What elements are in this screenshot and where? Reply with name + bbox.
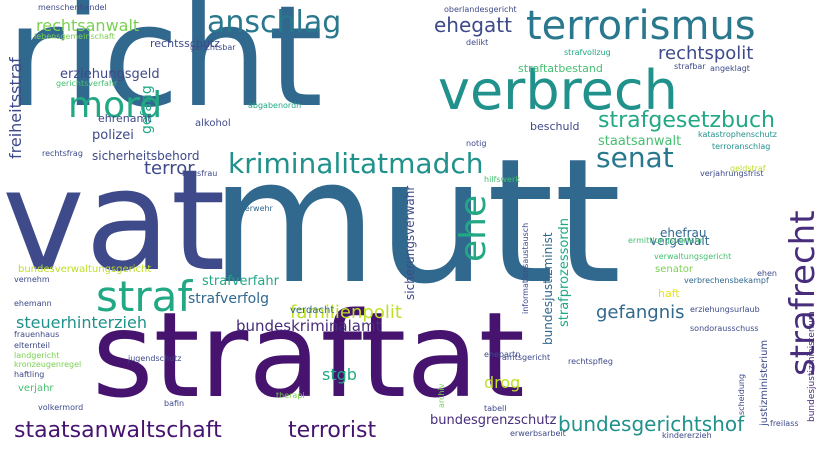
word-beschuld: beschuld [530, 120, 580, 133]
word-steuerhinterzieh: steuerhinterzieh [16, 313, 147, 332]
word-verjahrungsfrist: verjahrungsfrist [700, 169, 764, 178]
word-menschenhandel: menschenhandel [38, 3, 107, 12]
word-erwerbsarbeit: erwerbsarbeit [510, 429, 566, 438]
word-strafgesetzbuch: strafgesetzbuch [598, 108, 775, 133]
word-hilfswerk: hilfswerk [484, 175, 520, 184]
word-verbrech: verbrech [438, 59, 678, 122]
word-staatsanwalt: staatsanwalt [598, 134, 682, 149]
word-delikt: delikt [466, 38, 489, 47]
word-staatsanwaltschaft: staatsanwaltschaft [14, 418, 222, 443]
word-katastrophenschutz: katastrophenschutz [698, 130, 777, 139]
word-polizei: polizei [92, 128, 134, 143]
word-verdacht: verdacht [290, 305, 335, 316]
word-volkermord: volkermord [38, 403, 84, 412]
word-stgb: stgb [322, 365, 357, 384]
word-strafvollzug: strafvollzug [564, 48, 611, 57]
word-sondorausschuss: sondorausschuss [690, 324, 759, 333]
word-feuerwehr: feuerwehr [232, 204, 273, 213]
word-senat: senat [596, 141, 674, 174]
word-erziehungsgeld: erziehungsgeld [60, 67, 160, 82]
word-sicherungsverwahr: sicherungsverwahr [403, 185, 417, 300]
word-straftat: straftat [92, 286, 525, 424]
word-ehen: ehen [757, 269, 777, 278]
word-sicherheitsbehord: sicherheitsbehord [92, 149, 200, 163]
word-haft: haft [658, 287, 680, 300]
word-mord: mord [68, 85, 163, 126]
word-straftatbestand: straftatbestand [518, 62, 603, 75]
word-ehegatt: ehegatt [434, 13, 512, 37]
word-verbrechensbekampf: verbrechensbekampf [684, 276, 769, 285]
word-erziehungsurlaub: erziehungsurlaub [690, 305, 760, 314]
word-tabell: tabell [484, 404, 507, 413]
word-terrorismus: terrorismus [526, 3, 756, 49]
word-jugendschutz: jugendschutz [128, 354, 182, 363]
word-strafprozessordn: strafprozessordn [557, 218, 572, 327]
word-archiv: archiv [437, 383, 446, 408]
word-ehe: ehe [453, 194, 494, 262]
word-strafbar: strafbar [674, 62, 706, 71]
word-amtsgericht: amtsgericht [502, 353, 551, 362]
word-rechtspfleg: rechtspfleg [568, 357, 613, 366]
word-justizministerium: justizministerium [759, 339, 770, 426]
word-rechtsschutz: rechtsschutz [150, 37, 220, 50]
word-oberlandesgericht: oberlandesgericht [444, 5, 517, 14]
word-strafverfahr: strafverfahr [202, 274, 279, 289]
word-ehemann: ehemann [14, 299, 52, 308]
word-hausfrau: hausfrau [182, 169, 218, 178]
word-informationsaustausch: informationsaustausch [521, 222, 530, 314]
word-gefang: gefang [139, 85, 155, 134]
word-landgericht: landgericht [14, 351, 60, 360]
word-notig: notig [466, 139, 487, 148]
word-anschlag: anschlag [207, 5, 342, 40]
word-verwaltungsgericht: verwaltungsgericht [654, 252, 732, 261]
word-terroranschlag: terroranschlag [712, 142, 771, 151]
word-ehepartn: ehepartn [484, 350, 521, 359]
word-angeklagt: angeklagt [710, 64, 750, 73]
word-frauenhaus: frauenhaus [14, 330, 60, 339]
word-vernehm: vernehm [14, 275, 50, 284]
word-haftling: haftling [14, 370, 45, 379]
word-verjahr: verjahr [18, 383, 54, 394]
word-freiheitsstraf: freiheitsstraf [6, 57, 25, 159]
word-bundesgrenzschutz: bundesgrenzschutz [430, 413, 557, 428]
word-strafverfolg: strafverfolg [188, 291, 269, 307]
word-straf: straf [96, 272, 193, 321]
word-geldstraf: geldstraf [730, 164, 766, 173]
word-senator: senator [655, 264, 693, 275]
word-gerichtsbar: gerichtsbar [190, 43, 236, 52]
word-rechtsfrag: rechtsfrag [42, 149, 83, 158]
word-gefangnis: gefangnis [596, 302, 685, 323]
word-elternteil: elternteil [14, 341, 50, 350]
word-vergewalt: vergewalt [650, 234, 710, 248]
word-terrorist: terrorist [288, 418, 377, 443]
word-terror: terror [144, 158, 195, 179]
word-ermittlungsverfahr: ermittlungsverfahr [628, 236, 703, 245]
word-richt: richt [6, 0, 324, 139]
word-bundesjustizminist: bundesjustizminist [541, 232, 555, 345]
word-kriminalitatmadch: kriminalitatmadch [228, 147, 484, 180]
word-kronzeugenregel: kronzeugenregel [14, 360, 82, 369]
word-ehrenamt: ehrenamt [98, 112, 152, 125]
word-kindererzieh: kindererzieh [662, 431, 712, 440]
word-rechtsanwalt: rechtsanwalt [36, 16, 140, 35]
word-familienpolit: familienpolit [290, 302, 402, 323]
word-alkohol: alkohol [195, 118, 231, 129]
word-vat: vat [2, 140, 226, 303]
word-bundesgerichtshof: bundesgerichtshof [558, 412, 745, 436]
word-lebensgemeinschaft: lebensgemeinschaft [34, 32, 115, 41]
word-mutt: mutt [210, 121, 622, 322]
word-abgabenordn: abgabenordn [248, 101, 302, 110]
word-bafin: bafin [164, 399, 185, 408]
word-ehefrau: ehefrau [660, 226, 707, 240]
word-gerichtsverfahr: gerichtsverfahr [56, 79, 118, 88]
word-scheidung: scheidung [737, 373, 746, 415]
word-therapi: therapi [276, 391, 305, 400]
word-bundesverwaltungsgericht: bundesverwaltungsgericht [18, 264, 152, 275]
word-freilass: freilass [770, 419, 799, 428]
word-drog: drog [484, 373, 521, 392]
word-rechtspolit: rechtspolit [658, 43, 754, 64]
word-bundesjustizministerium: bundesjustizministerium [807, 311, 817, 422]
word-bundeskriminalamt: bundeskriminalamt [236, 317, 382, 335]
